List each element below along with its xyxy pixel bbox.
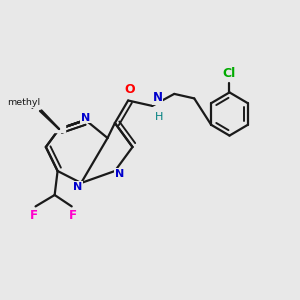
Polygon shape [6, 87, 65, 132]
Text: methyl: methyl [38, 107, 43, 108]
Text: methyl: methyl [38, 105, 43, 106]
Text: Cl: Cl [223, 68, 236, 80]
Text: methyl: methyl [39, 110, 44, 112]
Text: N: N [73, 182, 82, 192]
Text: methyl: methyl [41, 110, 46, 111]
Text: methyl: methyl [40, 109, 45, 110]
Text: methyl: methyl [41, 110, 46, 111]
Text: N: N [153, 92, 163, 104]
Text: F: F [30, 209, 38, 222]
Text: methyl: methyl [7, 98, 40, 107]
Text: methyl: methyl [7, 100, 38, 109]
Text: H: H [154, 112, 163, 122]
Text: F: F [69, 209, 77, 222]
Text: N: N [81, 112, 90, 123]
Text: N: N [115, 169, 124, 179]
Text: O: O [124, 83, 135, 96]
